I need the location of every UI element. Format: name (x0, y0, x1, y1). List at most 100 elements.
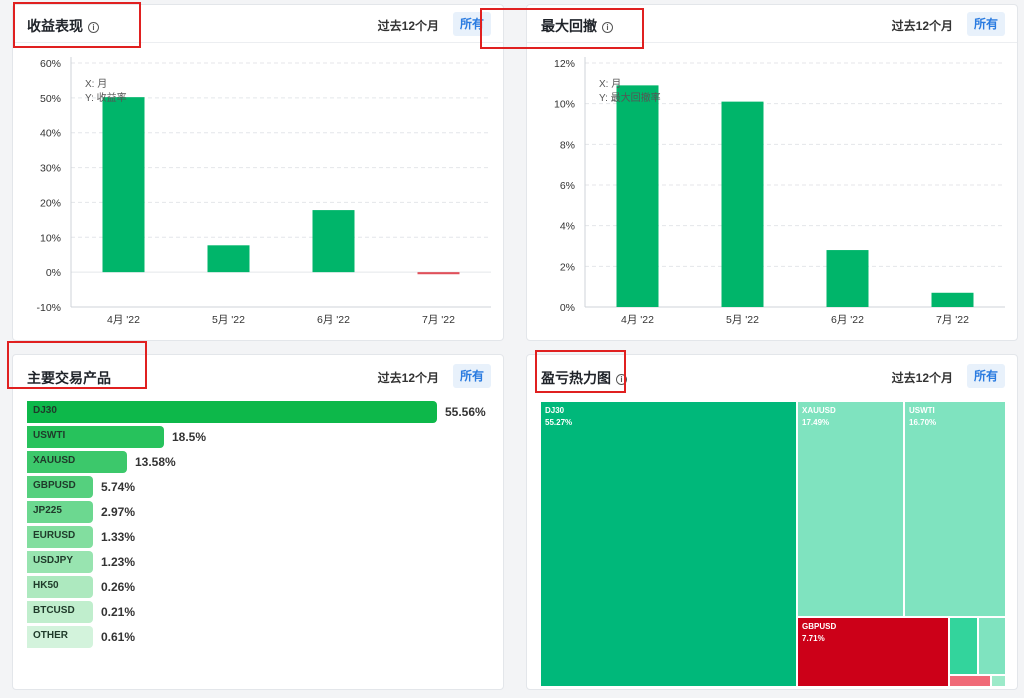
instrument-percent: 0.61% (101, 630, 136, 644)
highlight-box (480, 8, 644, 49)
tile-value: 17.49% (802, 418, 830, 427)
returns-scope-button[interactable]: 所有 (453, 12, 491, 36)
info-icon[interactable]: i (602, 22, 613, 33)
heatmap-tile-uswti[interactable]: USWTI 16.70% (904, 401, 1006, 617)
bar (931, 292, 974, 307)
instrument-bar[interactable]: USDJPY (27, 551, 93, 573)
instruments-title: 主要交易产品 (27, 370, 111, 386)
y-tick-label: -10% (36, 302, 61, 314)
tile-name: DJ30 (545, 406, 565, 415)
heatmap-scope-button[interactable]: 所有 (967, 364, 1005, 388)
instrument-bar[interactable]: JP225 (27, 501, 93, 523)
instrument-name: EURUSD (33, 530, 76, 541)
y-tick-label: 0% (560, 302, 575, 314)
axis-legend-y: Y: 最大回撤率 (599, 91, 661, 104)
drawdown-title: 最大回撤 i (541, 16, 613, 36)
axis-legend-x: X: 月 (599, 78, 621, 90)
instrument-name: GBPUSD (33, 480, 76, 491)
heatmap-tile-gbpusd[interactable]: GBPUSD 7.71% (797, 617, 949, 687)
instrument-percent: 55.56% (445, 405, 486, 419)
instrument-percent: 1.33% (101, 530, 136, 544)
instrument-bar[interactable]: EURUSD (27, 526, 93, 548)
instrument-percent: 5.74% (101, 480, 136, 494)
y-tick-label: 20% (40, 197, 61, 209)
heatmap-title: 盈亏热力图 i (541, 368, 627, 388)
instrument-bar[interactable]: BTCUSD (27, 601, 93, 623)
instrument-percent: 0.21% (101, 605, 136, 619)
instrument-percent: 18.5% (172, 430, 207, 444)
instrument-bar[interactable]: GBPUSD (27, 476, 93, 498)
instrument-bar[interactable]: USWTI (27, 426, 164, 448)
y-tick-label: 30% (40, 163, 61, 175)
x-tick-label: 4月 '22 (107, 314, 140, 326)
drawdown-header: 最大回撤 i 过去12个月 所有 (527, 5, 1017, 43)
instrument-bar[interactable]: DJ30 (27, 401, 437, 423)
y-tick-label: 4% (560, 221, 575, 233)
drawdown-panel: 最大回撤 i 过去12个月 所有 0% 2% 4% 6% 8% 10% 12% 4月 '22 5月… (526, 4, 1018, 341)
instrument-bar[interactable]: OTHER (27, 626, 93, 648)
tile-name: USWTI (909, 406, 935, 415)
y-tick-label: 50% (40, 93, 61, 105)
y-tick-label: 12% (554, 58, 575, 70)
drawdown-chart: 0% 2% 4% 6% 8% 10% 12% 4月 '22 5月 '22 6月 '22 7月 '22… (554, 57, 1005, 326)
bar (312, 210, 355, 273)
returns-panel: 收益表现 i 过去12个月 所有 -10% 0% 10% 20% 30% 40% 50% 60%… (12, 4, 504, 341)
bar (207, 245, 250, 273)
instruments-header: 主要交易产品 过去12个月 所有 (13, 355, 503, 397)
heatmap-tile-small[interactable] (978, 617, 1006, 675)
info-icon[interactable]: i (616, 374, 627, 385)
y-tick-label: 10% (554, 99, 575, 111)
instruments-panel: 主要交易产品 过去12个月 所有 DJ30 55.56% USWTI 18.5% XAU… (12, 354, 504, 690)
y-tick-label: 60% (40, 58, 61, 70)
returns-period-label: 过去12个月 (377, 19, 439, 33)
y-tick-label: 8% (560, 139, 575, 151)
axis-legend-x: X: 月 (85, 78, 107, 90)
highlight-box (13, 2, 141, 48)
x-tick-label: 7月 '22 (936, 314, 969, 326)
info-icon[interactable]: i (88, 22, 99, 33)
heatmap-tile-small[interactable] (949, 617, 978, 675)
tile-name: XAUUSD (802, 406, 836, 415)
highlight-box (7, 341, 147, 389)
highlight-box (535, 350, 626, 393)
instrument-name: HK50 (33, 580, 59, 591)
heatmap-header: 盈亏热力图 i 过去12个月 所有 (527, 355, 1017, 397)
drawdown-scope-button[interactable]: 所有 (967, 12, 1005, 36)
y-tick-label: 0% (46, 267, 61, 279)
returns-chart: -10% 0% 10% 20% 30% 40% 50% 60% 4月 '22 5月 '22 6月 '… (36, 57, 491, 326)
returns-title: 收益表现 i (27, 16, 99, 36)
heatmap-panel: 盈亏热力图 i 过去12个月 所有 DJ30 55.27% XAUUSD 17.4… (526, 354, 1018, 690)
tile-value: 7.71% (802, 634, 825, 643)
bar (102, 97, 145, 273)
bar (417, 272, 460, 275)
heatmap-tile-small[interactable] (991, 675, 1006, 687)
instrument-name: USDJPY (33, 555, 74, 566)
heatmap-treemap: DJ30 55.27% XAUUSD 17.49% USWTI 16.70% G… (540, 401, 1006, 687)
bar (616, 85, 659, 307)
x-tick-label: 6月 '22 (317, 314, 350, 326)
instrument-bar[interactable]: HK50 (27, 576, 93, 598)
instruments-period-label: 过去12个月 (377, 371, 439, 385)
heatmap-tile-dj30[interactable]: DJ30 55.27% (540, 401, 797, 687)
heatmap-period-label: 过去12个月 (891, 371, 953, 385)
instrument-bar[interactable]: XAUUSD (27, 451, 127, 473)
heatmap-tile-small[interactable] (949, 675, 991, 687)
instrument-percent: 2.97% (101, 505, 136, 519)
drawdown-period-label: 过去12个月 (891, 19, 953, 33)
heatmap-tile-xauusd[interactable]: XAUUSD 17.49% (797, 401, 904, 617)
bar (721, 101, 764, 307)
instrument-percent: 13.58% (135, 455, 176, 469)
axis-legend-y: Y: 收益率 (85, 91, 127, 104)
y-tick-label: 6% (560, 180, 575, 192)
tile-name: GBPUSD (802, 622, 837, 631)
instruments-scope-button[interactable]: 所有 (453, 364, 491, 388)
bar (826, 250, 869, 307)
x-tick-label: 5月 '22 (212, 314, 245, 326)
y-tick-label: 40% (40, 128, 61, 140)
instrument-name: BTCUSD (33, 605, 75, 616)
x-tick-label: 4月 '22 (621, 314, 654, 326)
instrument-name: USWTI (33, 430, 66, 441)
x-tick-label: 7月 '22 (422, 314, 455, 326)
x-tick-label: 6月 '22 (831, 314, 864, 326)
tile-value: 16.70% (909, 418, 937, 427)
